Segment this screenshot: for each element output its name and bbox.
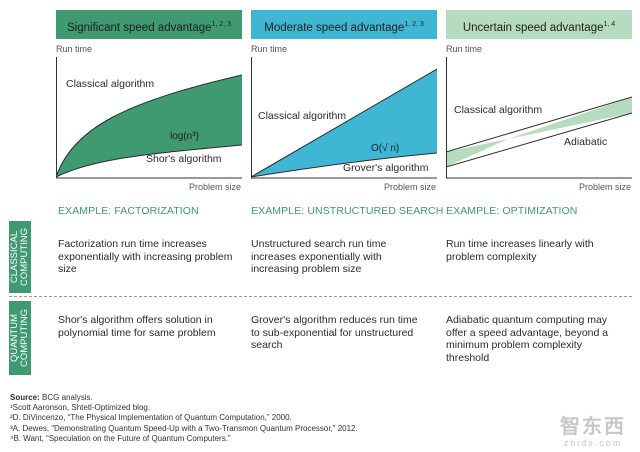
header-significant-label: Significant speed advantage (67, 21, 212, 34)
quantum-text-3: Adiabatic quantum computing may offer a … (446, 314, 609, 364)
example-optimization: EXAMPLE: OPTIMIZATION (446, 205, 578, 217)
classical-curve-moderate (251, 68, 437, 178)
footnote-3: ³A. Dewes, “Demonstrating Quantum Speed-… (10, 423, 358, 433)
adiabatic-label: Adiabatic (564, 136, 607, 148)
adiabatic-curve-uncertain (446, 96, 632, 153)
classical-computing-label: CLASSICAL COMPUTING (9, 227, 30, 287)
region-right-uncertain (508, 97, 632, 139)
header-moderate-label: Moderate speed advantage (264, 21, 405, 34)
quantum-text-1: Shor's algorithm offers solution in poly… (58, 314, 216, 339)
classical-text-2: Unstructured search run time increases e… (251, 238, 387, 275)
example-factorization: EXAMPLE: FACTORIZATION (58, 205, 199, 217)
y-axis-label-1: Run time (56, 44, 93, 54)
header-significant-refs: 1, 2, 3 (211, 21, 231, 28)
classical-label-significant: Classical algorithm (66, 78, 154, 90)
watermark: 智东西 zhidx.com (560, 416, 626, 448)
classical-computing-row-label: CLASSICAL COMPUTING (9, 221, 31, 293)
grover-label: Grover's algorithm (343, 162, 429, 174)
x-axis-label-3: Problem size (579, 182, 632, 192)
watermark-url: zhidx.com (563, 438, 623, 448)
quantum-computing-row-label: QUANTUM COMPUTING (9, 301, 31, 375)
shor-label: Shor's algorithm (146, 153, 222, 165)
source-line: Source: BCG analysis. (10, 393, 358, 403)
y-axis-label-2: Run time (251, 44, 288, 54)
source-label: Source: (10, 393, 40, 402)
example-unstructured-search: EXAMPLE: UNSTRUCTURED SEARCH (251, 205, 444, 217)
classical-label-uncertain: Classical algorithm (454, 104, 542, 116)
region-label-significant: log(n³) (170, 131, 199, 142)
quantum-computing-label: QUANTUM COMPUTING (9, 308, 30, 368)
classical-label-moderate: Classical algorithm (258, 110, 346, 122)
x-axis-label-1: Problem size (189, 182, 242, 192)
region-label-moderate: O(√ n) (371, 142, 399, 154)
footnote-1: ¹Scott Aaronson, Shtetl-Optimized blog. (10, 403, 151, 413)
row-divider (9, 296, 632, 297)
speedup-region-significant (56, 75, 242, 177)
y-axis-label-3: Run time (446, 44, 483, 54)
classical-text-3: Run time increases linearly with problem… (446, 238, 594, 263)
header-uncertain-label: Uncertain speed advantage (462, 21, 604, 34)
classical-text-1: Factorization run time increases exponen… (58, 238, 233, 275)
source-notes: Source: BCG analysis. ¹Scott Aaronson, S… (10, 393, 358, 444)
classical-curve-significant (56, 74, 242, 178)
x-axis-label-2: Problem size (384, 182, 437, 192)
header-moderate: Moderate speed advantage1, 2, 3 (251, 10, 437, 39)
source-text: BCG analysis. (42, 393, 93, 402)
quantum-text-2: Grover's algorithm reduces run time to s… (251, 314, 418, 351)
watermark-logo-text: 智东西 (560, 416, 626, 438)
classical-curve-uncertain (446, 112, 632, 168)
header-moderate-refs: 1, 2, 3 (404, 21, 424, 28)
footnote-4: ⁴B. Want, “Speculation on the Future of … (10, 433, 231, 443)
header-uncertain: Uncertain speed advantage1, 4 (446, 10, 632, 39)
region-left-uncertain (446, 139, 508, 167)
quantum-curve-moderate (251, 152, 437, 178)
runtime-diagram-uncertain: Classical algorithm Adiabatic (446, 57, 632, 179)
header-significant: Significant speed advantage1, 2, 3 (56, 10, 242, 39)
header-uncertain-refs: 1, 4 (603, 21, 616, 28)
runtime-diagram-significant: Classical algorithm log(n³) Shor's algor… (56, 57, 242, 179)
footnote-2: ²D. DiVincenzo, “The Physical Implementa… (10, 413, 292, 423)
quantum-curve-significant (56, 144, 242, 178)
runtime-diagram-moderate: Classical algorithm O(√ n) Grover's algo… (251, 57, 437, 179)
